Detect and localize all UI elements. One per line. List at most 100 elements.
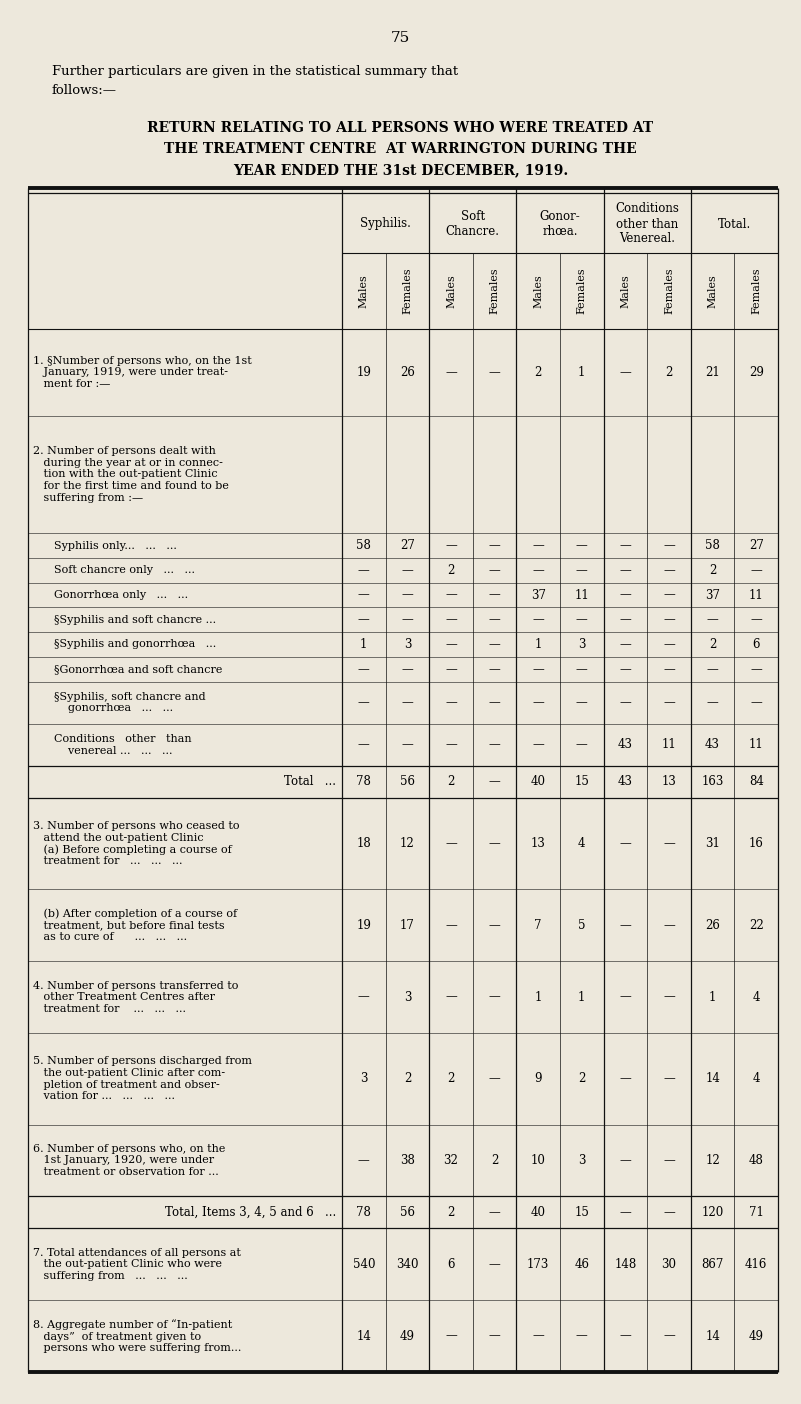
Text: 19: 19	[356, 918, 371, 932]
Text: Females: Females	[402, 268, 413, 314]
Text: 11: 11	[662, 739, 676, 751]
Text: 11: 11	[749, 739, 763, 751]
Text: —: —	[619, 696, 631, 709]
Text: —: —	[401, 564, 413, 577]
Text: —: —	[358, 588, 370, 601]
Text: —: —	[663, 696, 675, 709]
Text: 2: 2	[578, 1073, 586, 1085]
Text: —: —	[576, 696, 588, 709]
Text: —: —	[358, 991, 370, 1004]
Text: Males: Males	[707, 274, 718, 307]
Text: —: —	[489, 614, 501, 626]
Text: 49: 49	[400, 1330, 415, 1342]
Text: —: —	[533, 1330, 544, 1342]
Text: —: —	[489, 739, 501, 751]
Text: 29: 29	[749, 366, 763, 379]
Text: 56: 56	[400, 775, 415, 788]
Text: 2: 2	[447, 1073, 455, 1085]
Text: —: —	[619, 837, 631, 851]
Text: —: —	[489, 775, 501, 788]
Text: —: —	[663, 588, 675, 601]
Text: 120: 120	[702, 1206, 724, 1219]
Text: Males: Males	[446, 274, 456, 307]
Text: —: —	[619, 918, 631, 932]
Text: —: —	[358, 1154, 370, 1167]
Text: 71: 71	[749, 1206, 763, 1219]
Text: —: —	[706, 614, 718, 626]
Text: 27: 27	[400, 539, 415, 552]
Text: —: —	[401, 739, 413, 751]
Text: Soft chancre only   ...   ...: Soft chancre only ... ...	[33, 566, 195, 576]
Text: 2: 2	[491, 1154, 498, 1167]
Text: 11: 11	[574, 588, 590, 601]
Text: —: —	[751, 696, 762, 709]
Text: —: —	[533, 614, 544, 626]
Text: —: —	[358, 696, 370, 709]
Text: 340: 340	[396, 1258, 419, 1271]
Text: Total   ...: Total ...	[284, 775, 336, 788]
Text: 6. Number of persons who, on the
   1st January, 1920, were under
   treatment o: 6. Number of persons who, on the 1st Jan…	[33, 1144, 225, 1177]
Text: 37: 37	[705, 588, 720, 601]
Text: —: —	[489, 918, 501, 932]
Text: 38: 38	[400, 1154, 415, 1167]
Text: 12: 12	[400, 837, 415, 851]
Text: Gonorrhœa only   ...   ...: Gonorrhœa only ... ...	[33, 590, 188, 600]
Text: 43: 43	[618, 775, 633, 788]
Text: 2: 2	[709, 637, 716, 651]
Text: 7: 7	[534, 918, 542, 932]
Text: Gonor-
rhœa.: Gonor- rhœa.	[540, 211, 581, 239]
Text: §Syphilis and soft chancre ...: §Syphilis and soft chancre ...	[33, 615, 216, 625]
Text: —: —	[358, 663, 370, 675]
Text: —: —	[533, 663, 544, 675]
Text: 40: 40	[531, 1206, 545, 1219]
Text: 49: 49	[749, 1330, 763, 1342]
Text: YEAR ENDED THE 31st DECEMBER, 1919.: YEAR ENDED THE 31st DECEMBER, 1919.	[233, 163, 568, 177]
Text: 1: 1	[709, 991, 716, 1004]
Text: —: —	[663, 614, 675, 626]
Text: 17: 17	[400, 918, 415, 932]
Text: Females: Females	[489, 268, 500, 314]
Text: Conditions
other than
Venereal.: Conditions other than Venereal.	[615, 202, 679, 246]
Text: Males: Males	[533, 274, 543, 307]
Text: 1: 1	[534, 637, 542, 651]
Text: Females: Females	[664, 268, 674, 314]
Text: 1: 1	[360, 637, 368, 651]
Text: —: —	[445, 837, 457, 851]
Text: —: —	[576, 614, 588, 626]
Text: 3: 3	[360, 1073, 368, 1085]
Text: —: —	[619, 663, 631, 675]
Text: 12: 12	[705, 1154, 720, 1167]
Text: —: —	[533, 564, 544, 577]
Text: —: —	[489, 837, 501, 851]
Text: —: —	[445, 1330, 457, 1342]
Text: —: —	[358, 564, 370, 577]
Text: 2: 2	[447, 564, 455, 577]
Text: 16: 16	[749, 837, 763, 851]
Text: 13: 13	[662, 775, 676, 788]
Text: —: —	[663, 539, 675, 552]
Text: 19: 19	[356, 366, 371, 379]
Text: 26: 26	[705, 918, 720, 932]
Text: —: —	[445, 739, 457, 751]
Text: 31: 31	[705, 837, 720, 851]
Text: §Syphilis, soft chancre and
          gonorrhœa   ...   ...: §Syphilis, soft chancre and gonorrhœa ..…	[33, 692, 206, 713]
Text: —: —	[489, 588, 501, 601]
Text: 416: 416	[745, 1258, 767, 1271]
Text: —: —	[445, 588, 457, 601]
Text: Males: Males	[359, 274, 368, 307]
Text: —: —	[358, 739, 370, 751]
Text: 4: 4	[578, 837, 586, 851]
Text: 1: 1	[578, 366, 586, 379]
Text: —: —	[619, 637, 631, 651]
Text: 43: 43	[618, 739, 633, 751]
Text: 32: 32	[444, 1154, 458, 1167]
Text: 11: 11	[749, 588, 763, 601]
Text: Further particulars are given in the statistical summary that: Further particulars are given in the sta…	[52, 66, 458, 79]
Text: 2: 2	[447, 775, 455, 788]
Text: —: —	[445, 696, 457, 709]
Text: —: —	[489, 366, 501, 379]
Text: 4. Number of persons transferred to
   other Treatment Centres after
   treatmen: 4. Number of persons transferred to othe…	[33, 980, 239, 1014]
Text: 2: 2	[534, 366, 542, 379]
Text: 84: 84	[749, 775, 763, 788]
Text: 2: 2	[447, 1206, 455, 1219]
